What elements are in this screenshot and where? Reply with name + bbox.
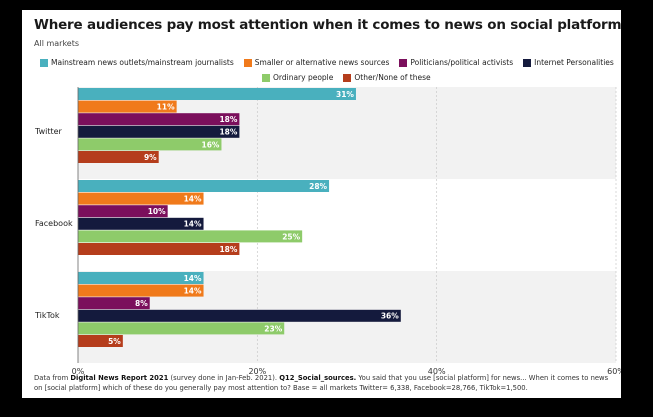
bar-value-label: 9% <box>144 153 157 162</box>
bar-facebook-mainstream-news-outlets-mainstream-journalists <box>78 180 330 192</box>
legend-label: Smaller or alternative news sources <box>254 58 390 67</box>
bar-tiktok-internet-personalities <box>78 309 401 322</box>
bar-value-label: 18% <box>219 245 237 254</box>
category-label-facebook: Facebook <box>35 219 73 228</box>
legend-item-politicians-political-activists: Politicians/political activists <box>399 57 513 68</box>
bar-twitter-ordinary-people <box>78 138 222 151</box>
bar-value-label: 25% <box>282 232 300 241</box>
legend-swatch <box>399 58 408 67</box>
legend-item-internet-personalities: Internet Personalities <box>523 57 614 68</box>
bar-tiktok-smaller-or-alternative-news-sources <box>78 284 204 297</box>
legend: Mainstream news outlets/mainstream journ… <box>40 57 620 83</box>
bar-value-label: 14% <box>184 274 202 283</box>
bar-facebook-internet-personalities <box>78 217 204 230</box>
legend-label: Mainstream news outlets/mainstream journ… <box>51 58 234 67</box>
bar-value-label: 36% <box>381 312 399 321</box>
footer-mid: (survey done in Jan-Feb. 2021). <box>168 374 280 382</box>
footer-question: You said that you use [social platform] … <box>34 374 609 392</box>
bar-facebook-other-none-of-these <box>78 243 240 255</box>
bar-facebook-ordinary-people <box>78 230 303 243</box>
chart-card: Where audiences pay most attention when … <box>22 10 621 398</box>
footer-report: Digital News Report 2021 <box>70 374 169 382</box>
bar-value-label: 5% <box>108 337 121 346</box>
bar-twitter-internet-personalities <box>78 125 240 138</box>
legend-swatch <box>262 73 270 82</box>
legend-swatch <box>343 73 352 82</box>
footer-note: Data from Digital News Report 2021 (surv… <box>34 374 614 393</box>
x-tick-label: 0% <box>72 367 85 376</box>
bar-twitter-other-none-of-these <box>78 151 159 163</box>
category-label-tiktok: TikTok <box>34 311 60 320</box>
legend-swatch <box>40 58 48 67</box>
legend-item-other-none-of-these: Other/None of these <box>343 72 431 83</box>
bar-tiktok-politicians-political-activists <box>78 297 150 310</box>
bar-value-label: 31% <box>336 90 354 99</box>
category-label-twitter: Twitter <box>34 127 63 136</box>
footer-prefix: Data from <box>34 374 71 382</box>
legend-label: Other/None of these <box>354 73 431 82</box>
bar-tiktok-ordinary-people <box>78 322 285 335</box>
bar-value-label: 28% <box>309 182 327 191</box>
legend-item-smaller-or-alternative-news-sources: Smaller or alternative news sources <box>243 57 390 68</box>
bar-tiktok-other-none-of-these <box>78 335 123 347</box>
legend-label: Internet Personalities <box>534 58 614 67</box>
bar-tiktok-mainstream-news-outlets-mainstream-journalists <box>78 272 204 284</box>
bar-twitter-politicians-political-activists <box>78 113 240 126</box>
bar-value-label: 11% <box>157 103 175 112</box>
x-tick-label: 40% <box>428 367 446 376</box>
bar-value-label: 16% <box>202 140 220 149</box>
chart-title: Where audiences pay most attention when … <box>34 17 621 33</box>
bar-value-label: 18% <box>219 115 237 124</box>
chart-subtitle: All markets <box>34 39 80 48</box>
bar-twitter-mainstream-news-outlets-mainstream-journalists <box>78 88 356 100</box>
bar-value-label: 18% <box>219 128 237 137</box>
x-tick-label: 20% <box>248 367 266 376</box>
legend-swatch <box>523 58 532 67</box>
x-tick-label: 60% <box>607 367 621 376</box>
bar-value-label: 10% <box>148 207 166 216</box>
bar-facebook-politicians-political-activists <box>78 205 168 218</box>
legend-item-ordinary-people: Ordinary people <box>262 72 333 83</box>
bar-value-label: 23% <box>264 324 282 333</box>
footer-question-id: Q12_Social_sources. <box>279 374 357 382</box>
legend-label: Ordinary people <box>273 73 334 82</box>
bar-chart: 0% 20% 40% 60% 31% 11% 18% 18% 16% 9% Twitter 28% 14… <box>34 87 621 376</box>
legend-swatch <box>243 58 252 67</box>
bar-value-label: 14% <box>184 287 202 296</box>
bar-facebook-smaller-or-alternative-news-sources <box>78 192 204 205</box>
bar-value-label: 14% <box>184 220 202 229</box>
bar-value-label: 14% <box>184 195 202 204</box>
legend-item-mainstream-news-outlets-mainstream-journalists: Mainstream news outlets/mainstream journ… <box>40 57 234 68</box>
bar-value-label: 8% <box>135 299 148 308</box>
bar-twitter-smaller-or-alternative-news-sources <box>78 100 177 113</box>
legend-label: Politicians/political activists <box>410 58 514 67</box>
